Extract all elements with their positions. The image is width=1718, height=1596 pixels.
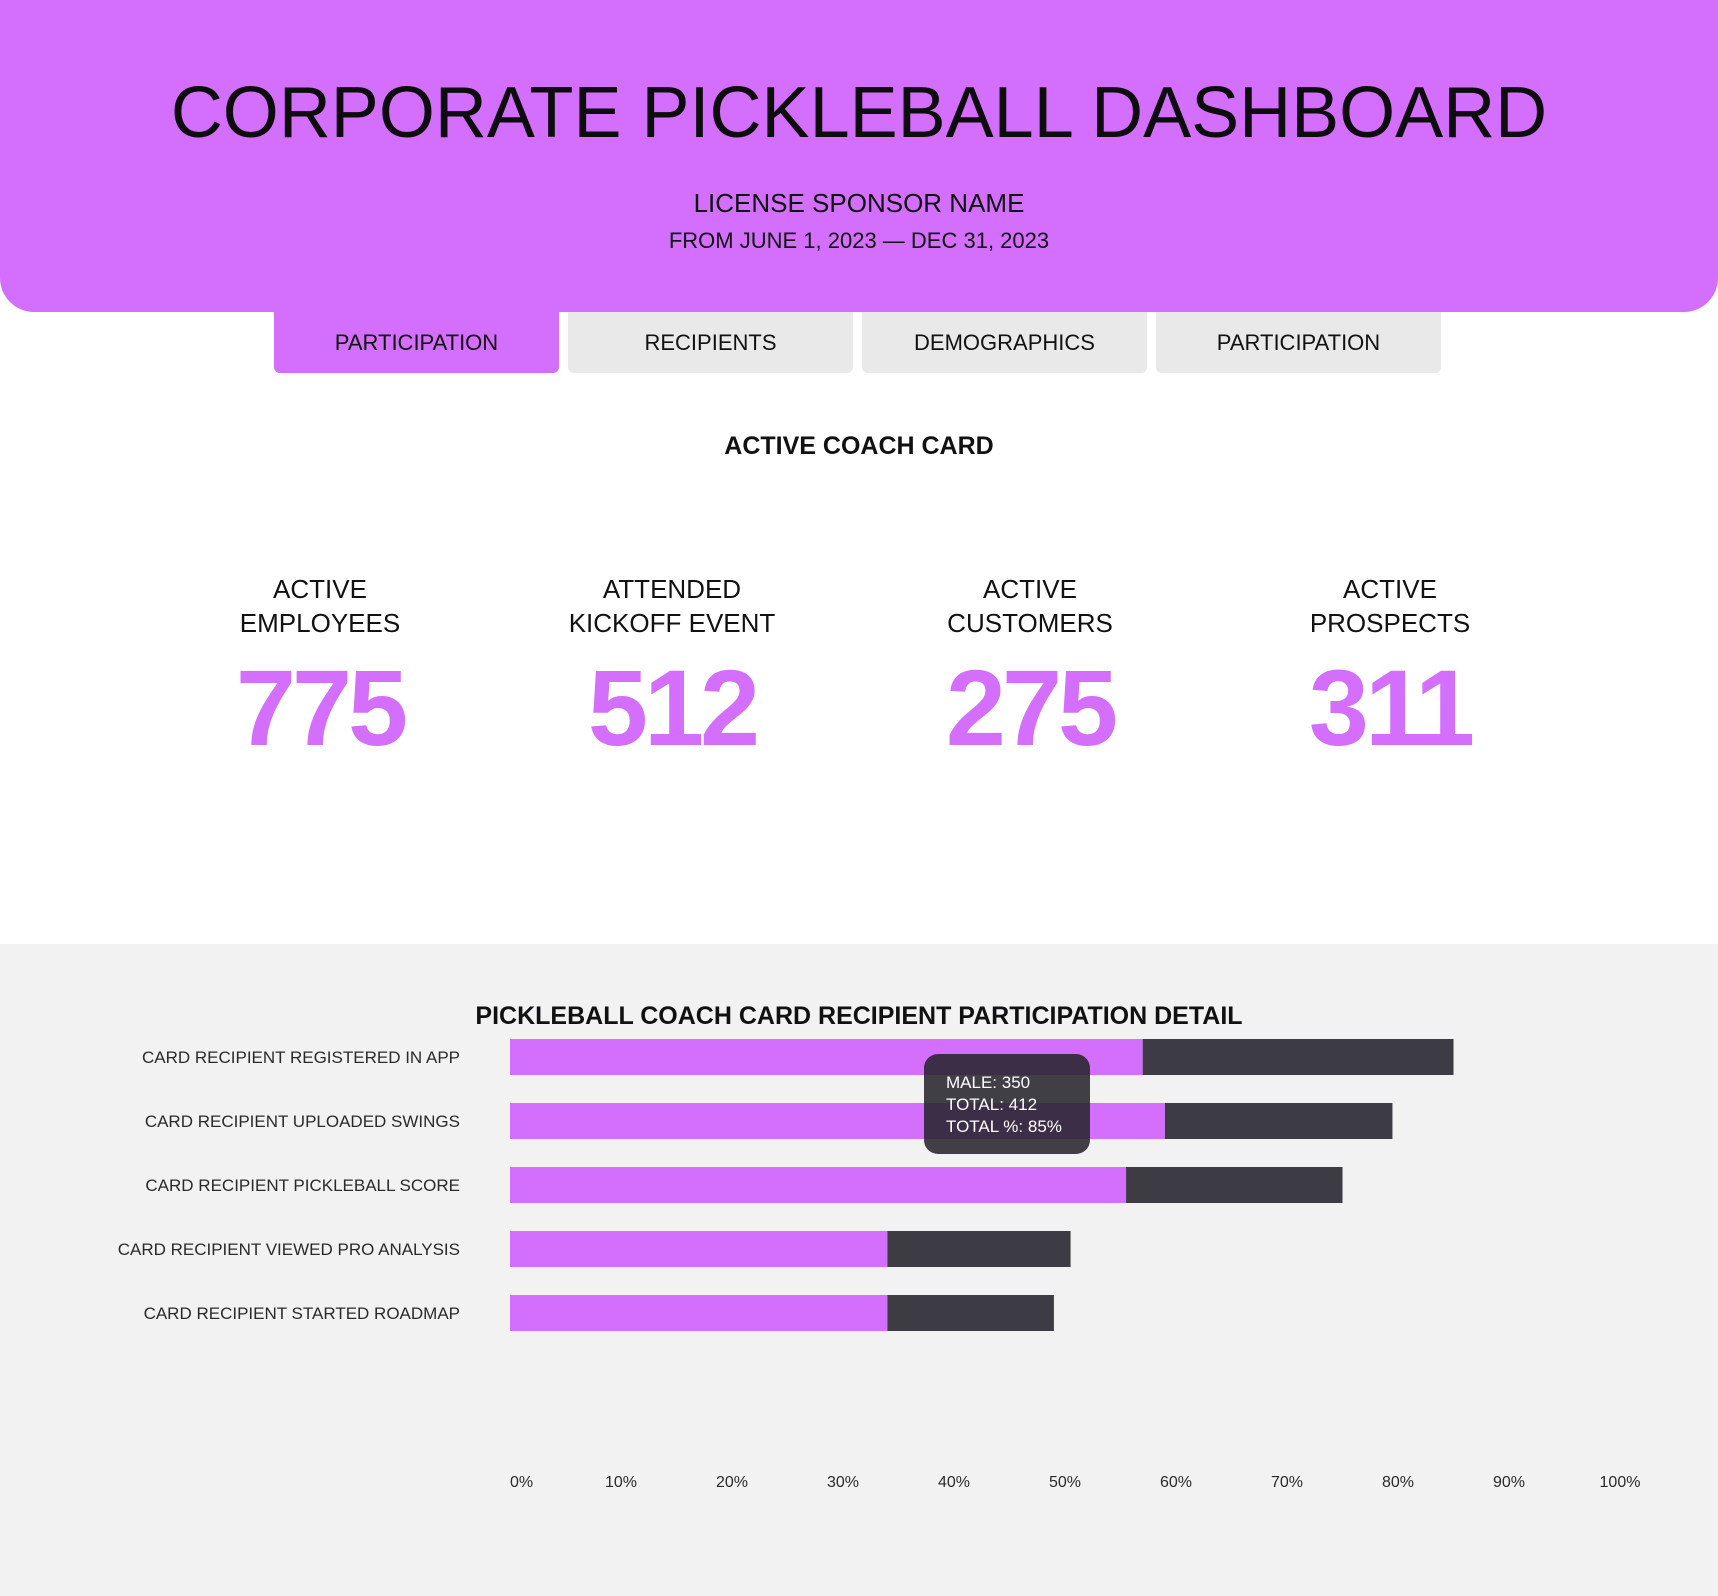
tooltip-line-male: MALE: 350 bbox=[946, 1073, 1031, 1092]
kpi-label-line1: ATTENDED bbox=[602, 574, 742, 604]
kpi-label-line1: ACTIVE bbox=[983, 574, 1077, 604]
bar-segment-primary[interactable] bbox=[510, 1231, 888, 1267]
category-label: CARD RECIPIENT VIEWED PRO ANALYSIS bbox=[118, 1240, 460, 1259]
bar-segment-secondary[interactable] bbox=[1142, 1039, 1454, 1075]
bar-segment-primary[interactable] bbox=[510, 1167, 1127, 1203]
kpi-panel-overlay bbox=[0, 312, 1718, 944]
category-label: CARD RECIPIENT STARTED ROADMAP bbox=[144, 1304, 460, 1323]
chart-title: PICKLEBALL COACH CARD RECIPIENT PARTICIP… bbox=[475, 1002, 1243, 1030]
kpi-label-line1: ACTIVE bbox=[273, 574, 367, 604]
kpi-attended-kickoff: ATTENDED KICKOFF EVENT 512 bbox=[522, 572, 822, 762]
kpi-value: 275 bbox=[945, 647, 1118, 768]
date-range: FROM JUNE 1, 2023 — DEC 31, 2023 bbox=[668, 228, 1050, 253]
kpi-label-line2: EMPLOYEES bbox=[239, 608, 401, 638]
x-tick-label: 30% bbox=[827, 1474, 859, 1491]
tab-demographics[interactable]: DEMOGRAPHICS bbox=[862, 312, 1147, 373]
x-tick-label: 100% bbox=[1600, 1474, 1641, 1491]
sponsor-name: LICENSE SPONSOR NAME bbox=[693, 188, 1025, 218]
kpi-value: 311 bbox=[1308, 647, 1475, 768]
kpi-value: 512 bbox=[587, 647, 760, 768]
kpi-label: ATTENDED KICKOFF EVENT bbox=[522, 572, 822, 642]
chart-tooltip: MALE: 350 TOTAL: 412 TOTAL %: 85% bbox=[924, 1054, 1090, 1154]
kpi-active-customers: ACTIVE CUSTOMERS 275 bbox=[880, 572, 1180, 762]
bar-segment-secondary[interactable] bbox=[887, 1295, 1054, 1331]
dashboard-header: CORPORATE PICKLEBALL DASHBOARD LICENSE S… bbox=[0, 0, 1718, 312]
x-tick-label: 80% bbox=[1382, 1474, 1414, 1491]
x-tick-label: 0% bbox=[510, 1474, 533, 1491]
page-title: CORPORATE PICKLEBALL DASHBOARD bbox=[170, 73, 1548, 153]
x-tick-label: 20% bbox=[716, 1474, 748, 1491]
x-tick-label: 10% bbox=[605, 1474, 637, 1491]
tab-recipients[interactable]: RECIPIENTS bbox=[568, 312, 853, 373]
kpi-label: ACTIVE EMPLOYEES bbox=[170, 572, 470, 642]
kpi-label: ACTIVE PROSPECTS bbox=[1240, 572, 1540, 642]
kpi-value: 775 bbox=[235, 647, 408, 768]
bar-segment-secondary[interactable] bbox=[1164, 1103, 1393, 1139]
x-tick-label: 40% bbox=[938, 1474, 970, 1491]
tooltip-line-total: TOTAL: 412 bbox=[946, 1095, 1038, 1114]
category-label: CARD RECIPIENT PICKLEBALL SCORE bbox=[145, 1176, 460, 1195]
tab-participation[interactable]: PARTICIPATION bbox=[274, 312, 559, 373]
kpi-section-title: ACTIVE COACH CARD bbox=[724, 432, 994, 460]
kpi-label-line2: KICKOFF EVENT bbox=[568, 608, 776, 638]
kpi-label-line1: ACTIVE bbox=[1343, 574, 1437, 604]
kpi-label-line2: PROSPECTS bbox=[1309, 608, 1471, 638]
kpi-active-employees: ACTIVE EMPLOYEES 775 bbox=[170, 572, 470, 762]
x-tick-label: 70% bbox=[1271, 1474, 1303, 1491]
chart-canvas: CARD RECIPIENT REGISTERED IN APP CARD REC… bbox=[118, 1039, 1641, 1491]
tab-participation-2[interactable]: PARTICIPATION bbox=[1156, 312, 1441, 373]
tooltip-line-total-pct: TOTAL %: 85% bbox=[946, 1117, 1062, 1136]
x-tick-label: 50% bbox=[1049, 1474, 1081, 1491]
x-tick-label: 60% bbox=[1160, 1474, 1192, 1491]
bar-segment-secondary[interactable] bbox=[887, 1231, 1071, 1267]
category-label: CARD RECIPIENT UPLOADED SWINGS bbox=[145, 1112, 460, 1131]
kpi-label: ACTIVE CUSTOMERS bbox=[880, 572, 1180, 642]
bar-segment-secondary[interactable] bbox=[1126, 1167, 1343, 1203]
bar-segment-primary[interactable] bbox=[510, 1295, 888, 1331]
category-label: CARD RECIPIENT REGISTERED IN APP bbox=[142, 1048, 460, 1067]
kpi-label-line2: CUSTOMERS bbox=[947, 608, 1113, 638]
tab-bar: PARTICIPATION RECIPIENTS DEMOGRAPHICS PA… bbox=[274, 312, 1441, 373]
participation-chart: PICKLEBALL COACH CARD RECIPIENT PARTICIP… bbox=[0, 944, 1718, 1596]
kpi-active-prospects: ACTIVE PROSPECTS 311 bbox=[1240, 572, 1540, 762]
x-tick-label: 90% bbox=[1493, 1474, 1525, 1491]
